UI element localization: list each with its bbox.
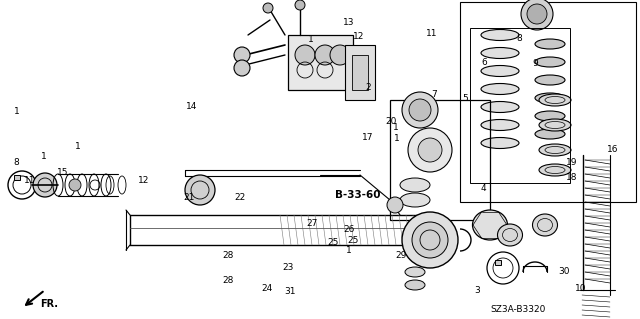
Circle shape <box>387 197 403 213</box>
Bar <box>390 100 490 220</box>
Bar <box>352 55 368 90</box>
Circle shape <box>315 45 335 65</box>
Bar <box>460 2 636 202</box>
Bar <box>470 28 570 183</box>
Text: 25: 25 <box>347 236 358 245</box>
Ellipse shape <box>481 48 519 58</box>
Text: 30: 30 <box>559 267 570 276</box>
Text: 1: 1 <box>394 134 399 143</box>
Ellipse shape <box>539 119 571 131</box>
Text: 15: 15 <box>57 168 68 177</box>
Ellipse shape <box>400 178 430 192</box>
Ellipse shape <box>481 84 519 94</box>
Bar <box>288 35 353 90</box>
Circle shape <box>69 179 81 191</box>
Text: 3: 3 <box>474 286 479 295</box>
Text: 18: 18 <box>566 173 577 182</box>
Text: 4: 4 <box>481 184 486 193</box>
Text: 1: 1 <box>76 142 81 151</box>
Ellipse shape <box>532 214 557 236</box>
Circle shape <box>295 0 305 10</box>
Ellipse shape <box>481 29 519 41</box>
Ellipse shape <box>481 120 519 130</box>
Ellipse shape <box>539 94 571 106</box>
Bar <box>345 45 375 100</box>
Text: 25: 25 <box>328 238 339 247</box>
Circle shape <box>521 0 553 30</box>
Text: 16: 16 <box>607 145 618 154</box>
Text: 1: 1 <box>346 246 351 255</box>
Circle shape <box>409 99 431 121</box>
Ellipse shape <box>539 164 571 176</box>
Circle shape <box>402 92 438 128</box>
Ellipse shape <box>535 75 565 85</box>
Text: 17: 17 <box>362 133 374 142</box>
Text: 21: 21 <box>183 193 195 202</box>
Circle shape <box>408 128 452 172</box>
Text: 29: 29 <box>396 251 407 260</box>
Text: 6: 6 <box>482 58 487 67</box>
Circle shape <box>330 45 350 65</box>
Ellipse shape <box>405 280 425 290</box>
Text: 2: 2 <box>365 83 371 92</box>
Text: 8: 8 <box>517 34 522 43</box>
Ellipse shape <box>481 137 519 149</box>
Ellipse shape <box>535 93 565 103</box>
Text: B-33-60: B-33-60 <box>335 190 381 200</box>
Ellipse shape <box>472 210 508 240</box>
Circle shape <box>234 47 250 63</box>
Text: 10: 10 <box>575 284 587 293</box>
Text: 1: 1 <box>41 152 46 161</box>
Ellipse shape <box>405 267 425 277</box>
Circle shape <box>234 60 250 76</box>
Circle shape <box>412 222 448 258</box>
Text: 8: 8 <box>13 158 19 167</box>
Text: 19: 19 <box>566 158 577 167</box>
Text: 27: 27 <box>307 219 318 228</box>
Text: 26: 26 <box>343 225 355 234</box>
Text: 14: 14 <box>186 102 198 111</box>
Circle shape <box>295 45 315 65</box>
Circle shape <box>263 3 273 13</box>
Ellipse shape <box>481 101 519 113</box>
Text: 23: 23 <box>282 263 294 272</box>
Text: 12: 12 <box>138 176 150 185</box>
Text: 11: 11 <box>426 29 437 38</box>
Ellipse shape <box>535 111 565 121</box>
Text: 11: 11 <box>24 176 36 185</box>
Text: 1: 1 <box>15 107 20 116</box>
Ellipse shape <box>535 129 565 139</box>
Circle shape <box>418 138 442 162</box>
Text: 7: 7 <box>431 90 436 99</box>
Text: 24: 24 <box>261 284 273 293</box>
Text: 31: 31 <box>284 287 296 296</box>
Bar <box>495 260 501 265</box>
Text: 1: 1 <box>394 123 399 132</box>
Text: 13: 13 <box>343 18 355 27</box>
Circle shape <box>527 4 547 24</box>
Circle shape <box>185 175 215 205</box>
Text: 28: 28 <box>222 251 234 260</box>
Text: 12: 12 <box>353 32 364 41</box>
Bar <box>14 175 20 180</box>
Text: 5: 5 <box>463 94 468 103</box>
Text: 20: 20 <box>385 117 397 126</box>
Text: 9: 9 <box>532 59 538 68</box>
Ellipse shape <box>535 57 565 67</box>
Ellipse shape <box>400 193 430 207</box>
Text: 28: 28 <box>222 276 234 285</box>
Text: 1: 1 <box>308 35 313 44</box>
Ellipse shape <box>535 39 565 49</box>
Ellipse shape <box>481 65 519 77</box>
Circle shape <box>33 173 57 197</box>
Ellipse shape <box>497 224 522 246</box>
Circle shape <box>402 212 458 268</box>
Ellipse shape <box>539 144 571 156</box>
Text: SZ3A-B3320: SZ3A-B3320 <box>490 306 545 315</box>
Text: 22: 22 <box>234 193 246 202</box>
Text: FR.: FR. <box>40 299 58 309</box>
